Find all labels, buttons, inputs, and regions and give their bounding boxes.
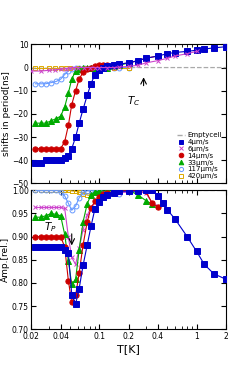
X-axis label: T[K]: T[K]: [117, 344, 140, 354]
Y-axis label: Amp.[rel.]: Amp.[rel.]: [1, 237, 10, 282]
Legend: Emptycell, 4μm/s, 6μm/s, 14μm/s, 33μm/s, 117μm/s, 420μm/s: Emptycell, 4μm/s, 6μm/s, 14μm/s, 33μm/s,…: [176, 131, 222, 180]
Text: $T_P$: $T_P$: [44, 220, 56, 233]
Text: $T_C$: $T_C$: [127, 95, 140, 108]
Y-axis label: shifts in period[ns]: shifts in period[ns]: [2, 71, 11, 157]
